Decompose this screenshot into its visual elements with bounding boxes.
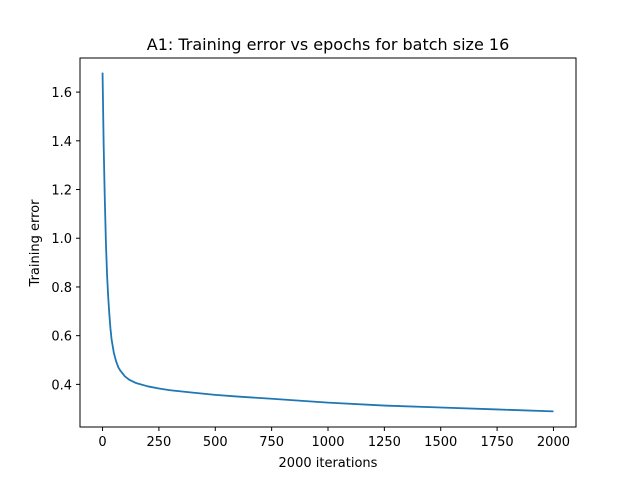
training-error-line — [101, 72, 554, 413]
x-tick-label: 1250 — [368, 435, 401, 450]
x-tick-label: 1750 — [481, 435, 514, 450]
y-tick-label: 1.2 — [51, 184, 72, 199]
x-tick-label: 1000 — [311, 435, 344, 450]
y-axis-label: Training error — [28, 199, 43, 288]
plot-area — [101, 72, 554, 413]
x-tick-label: 0 — [98, 435, 106, 450]
y-tick-label: 0.6 — [51, 330, 72, 345]
y-tick-label: 0.4 — [51, 378, 72, 393]
axes-frame — [79, 57, 577, 428]
x-axis-ticks: 0 250 500 750 1000 1250 1500 1750 2000 — [98, 427, 570, 450]
x-tick-label: 1500 — [424, 435, 457, 450]
y-tick-label: 1.6 — [51, 86, 72, 101]
x-axis-label: 2000 iterations — [279, 456, 378, 471]
x-tick-label: 750 — [259, 435, 284, 450]
y-axis-ticks: 0.4 0.6 0.8 1.0 1.2 1.4 1.6 — [51, 86, 80, 393]
y-tick-label: 1.0 — [51, 232, 72, 247]
chart-title: A1: Training error vs epochs for batch s… — [147, 35, 510, 54]
x-tick-label: 2000 — [537, 435, 570, 450]
y-tick-label: 1.4 — [51, 135, 72, 150]
x-tick-label: 500 — [203, 435, 228, 450]
y-tick-label: 0.8 — [51, 281, 72, 296]
x-tick-label: 250 — [146, 435, 171, 450]
